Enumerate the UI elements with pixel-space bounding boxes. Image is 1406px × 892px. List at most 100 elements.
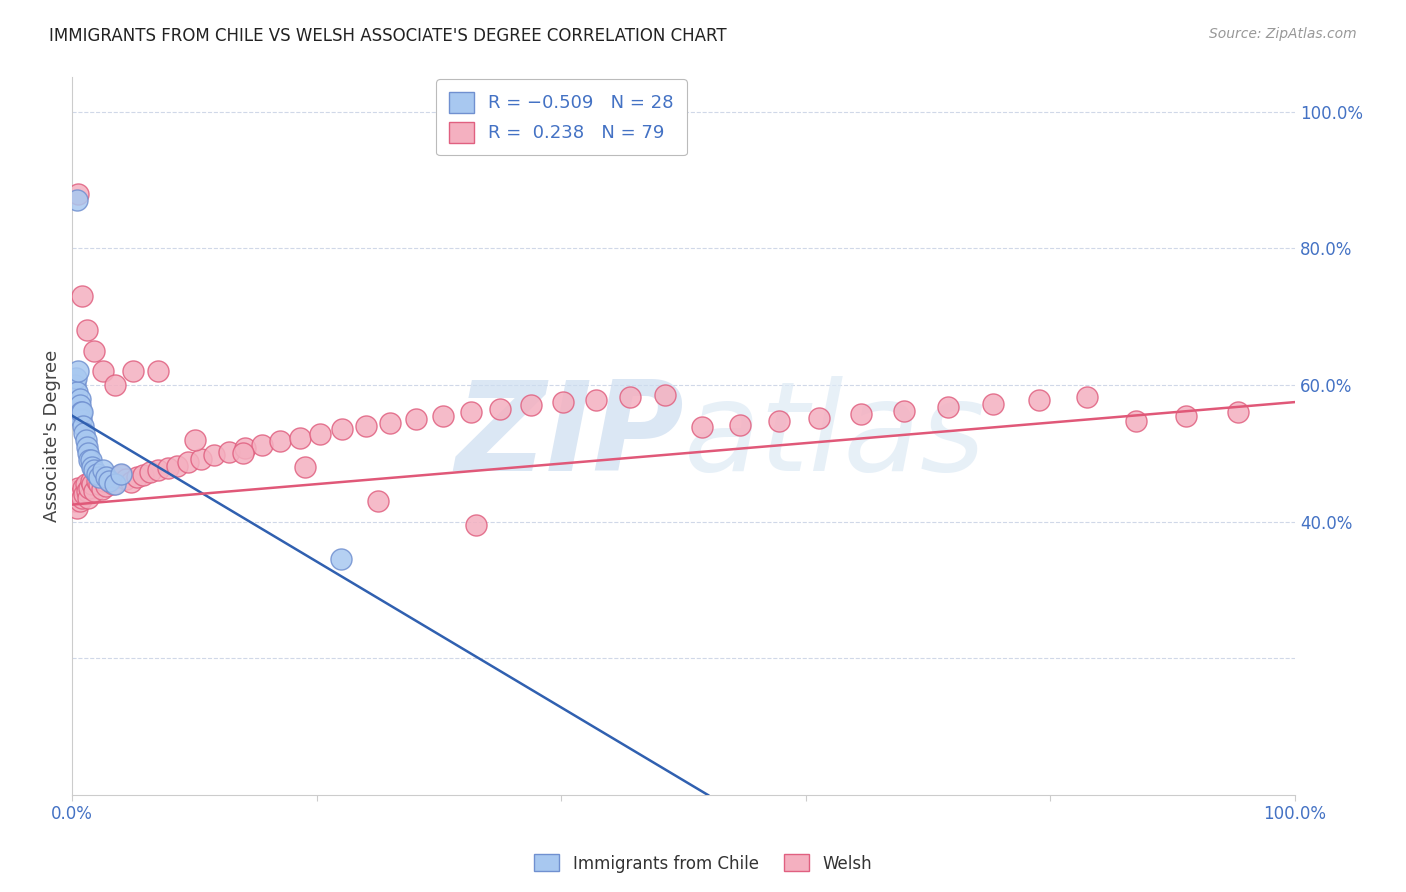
Point <box>79 474 101 488</box>
Point <box>63 378 86 392</box>
Point <box>69 392 91 406</box>
Point <box>73 425 96 440</box>
Point <box>202 448 225 462</box>
Point <box>66 384 89 399</box>
Legend: R = −0.509   N = 28, R =  0.238   N = 79: R = −0.509 N = 28, R = 0.238 N = 79 <box>436 79 686 155</box>
Point <box>332 422 354 436</box>
Point <box>77 491 100 505</box>
Point <box>808 410 831 425</box>
Point <box>378 416 401 430</box>
Point <box>619 390 641 404</box>
Point <box>80 460 103 475</box>
Point <box>66 501 89 516</box>
Point <box>86 474 108 488</box>
Point <box>156 461 179 475</box>
Point <box>77 446 100 460</box>
Point <box>233 441 256 455</box>
Text: Source: ZipAtlas.com: Source: ZipAtlas.com <box>1209 27 1357 41</box>
Point <box>146 463 169 477</box>
Point <box>63 494 86 508</box>
Point <box>551 395 574 409</box>
Legend: Immigrants from Chile, Welsh: Immigrants from Chile, Welsh <box>527 847 879 880</box>
Point <box>1028 392 1050 407</box>
Point <box>90 482 112 496</box>
Point <box>294 460 316 475</box>
Point <box>177 454 200 468</box>
Point <box>654 388 676 402</box>
Point <box>93 474 115 488</box>
Point <box>367 494 389 508</box>
Point <box>65 371 87 385</box>
Point <box>96 479 118 493</box>
Point <box>330 552 353 566</box>
Point <box>105 470 128 484</box>
Point <box>690 420 713 434</box>
Point <box>91 364 114 378</box>
Point <box>73 487 96 501</box>
Point <box>69 405 91 419</box>
Point <box>432 409 454 423</box>
Point <box>460 405 482 419</box>
Point <box>79 481 101 495</box>
Point <box>183 433 205 447</box>
Point <box>232 446 254 460</box>
Point <box>70 491 93 505</box>
Point <box>309 427 332 442</box>
Point <box>67 405 90 419</box>
Point <box>110 467 132 481</box>
Y-axis label: Associate's Degree: Associate's Degree <box>44 351 60 523</box>
Point <box>520 399 543 413</box>
Point <box>190 451 212 466</box>
Point <box>70 289 93 303</box>
Point <box>849 407 872 421</box>
Text: ZIP: ZIP <box>456 376 683 497</box>
Point <box>354 419 377 434</box>
Point <box>75 477 97 491</box>
Point <box>76 323 98 337</box>
Point <box>83 343 105 358</box>
Point <box>768 413 790 427</box>
Point <box>115 472 138 486</box>
Point <box>101 477 124 491</box>
Point <box>80 477 103 491</box>
Point <box>585 392 607 407</box>
Point <box>218 445 240 459</box>
Point <box>91 463 114 477</box>
Point <box>166 458 188 473</box>
Point <box>132 468 155 483</box>
Point <box>981 397 1004 411</box>
Point <box>67 186 90 201</box>
Point <box>464 518 486 533</box>
Point <box>72 481 94 495</box>
Point <box>75 433 97 447</box>
Point <box>72 419 94 434</box>
Point <box>936 400 959 414</box>
Point <box>125 470 148 484</box>
Point <box>86 467 108 481</box>
Point <box>83 483 105 498</box>
Point <box>76 440 98 454</box>
Point <box>120 475 142 489</box>
Point <box>66 194 89 208</box>
Point <box>69 412 91 426</box>
Point <box>79 453 101 467</box>
Point <box>728 417 751 432</box>
Point <box>76 483 98 498</box>
Point <box>489 401 512 416</box>
Point <box>893 404 915 418</box>
Point <box>250 438 273 452</box>
Point <box>1076 390 1098 404</box>
Point <box>110 468 132 483</box>
Point <box>83 463 105 477</box>
Point <box>1125 413 1147 427</box>
Point <box>79 453 101 467</box>
Point <box>67 481 90 495</box>
Point <box>97 474 120 488</box>
Point <box>67 364 90 378</box>
Point <box>65 483 87 498</box>
Point <box>69 399 91 413</box>
Point <box>89 470 111 484</box>
Point <box>96 470 118 484</box>
Point <box>104 378 127 392</box>
Text: IMMIGRANTS FROM CHILE VS WELSH ASSOCIATE'S DEGREE CORRELATION CHART: IMMIGRANTS FROM CHILE VS WELSH ASSOCIATE… <box>49 27 727 45</box>
